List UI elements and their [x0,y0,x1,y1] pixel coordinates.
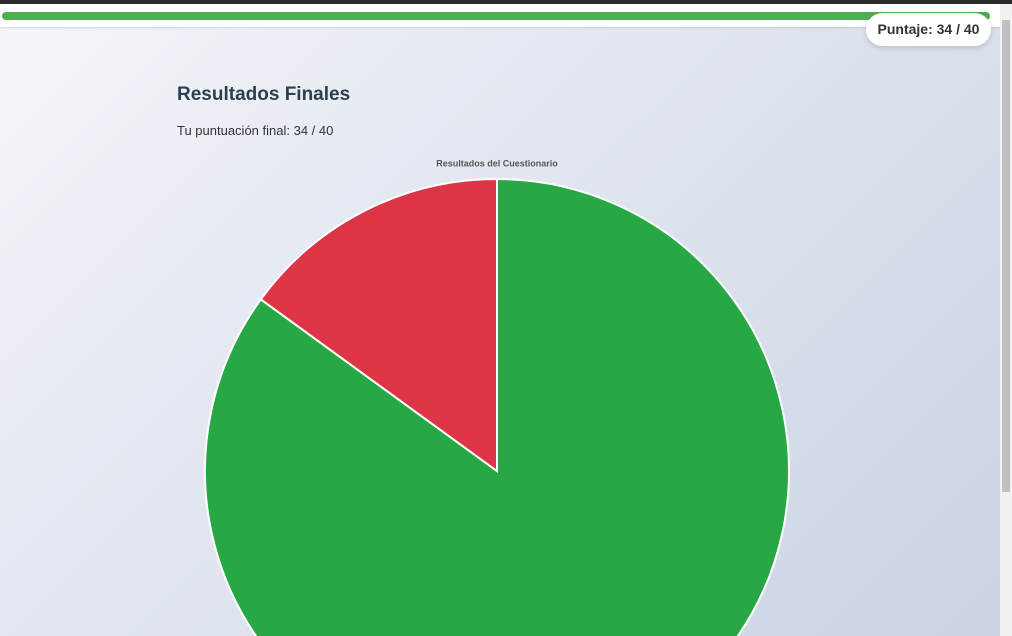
pie-slice [204,177,790,636]
pie-slice [259,177,498,473]
chart-title: Resultados del Cuestionario [436,158,558,168]
progress-bar [2,12,990,20]
top-bar [0,0,1012,4]
score-badge: Puntaje: 34 / 40 [866,13,991,46]
final-score: Tu puntuación final: 34 / 40 [177,123,334,138]
results-title: Resultados Finales [177,84,351,105]
scrollbar-thumb[interactable] [1002,20,1010,492]
